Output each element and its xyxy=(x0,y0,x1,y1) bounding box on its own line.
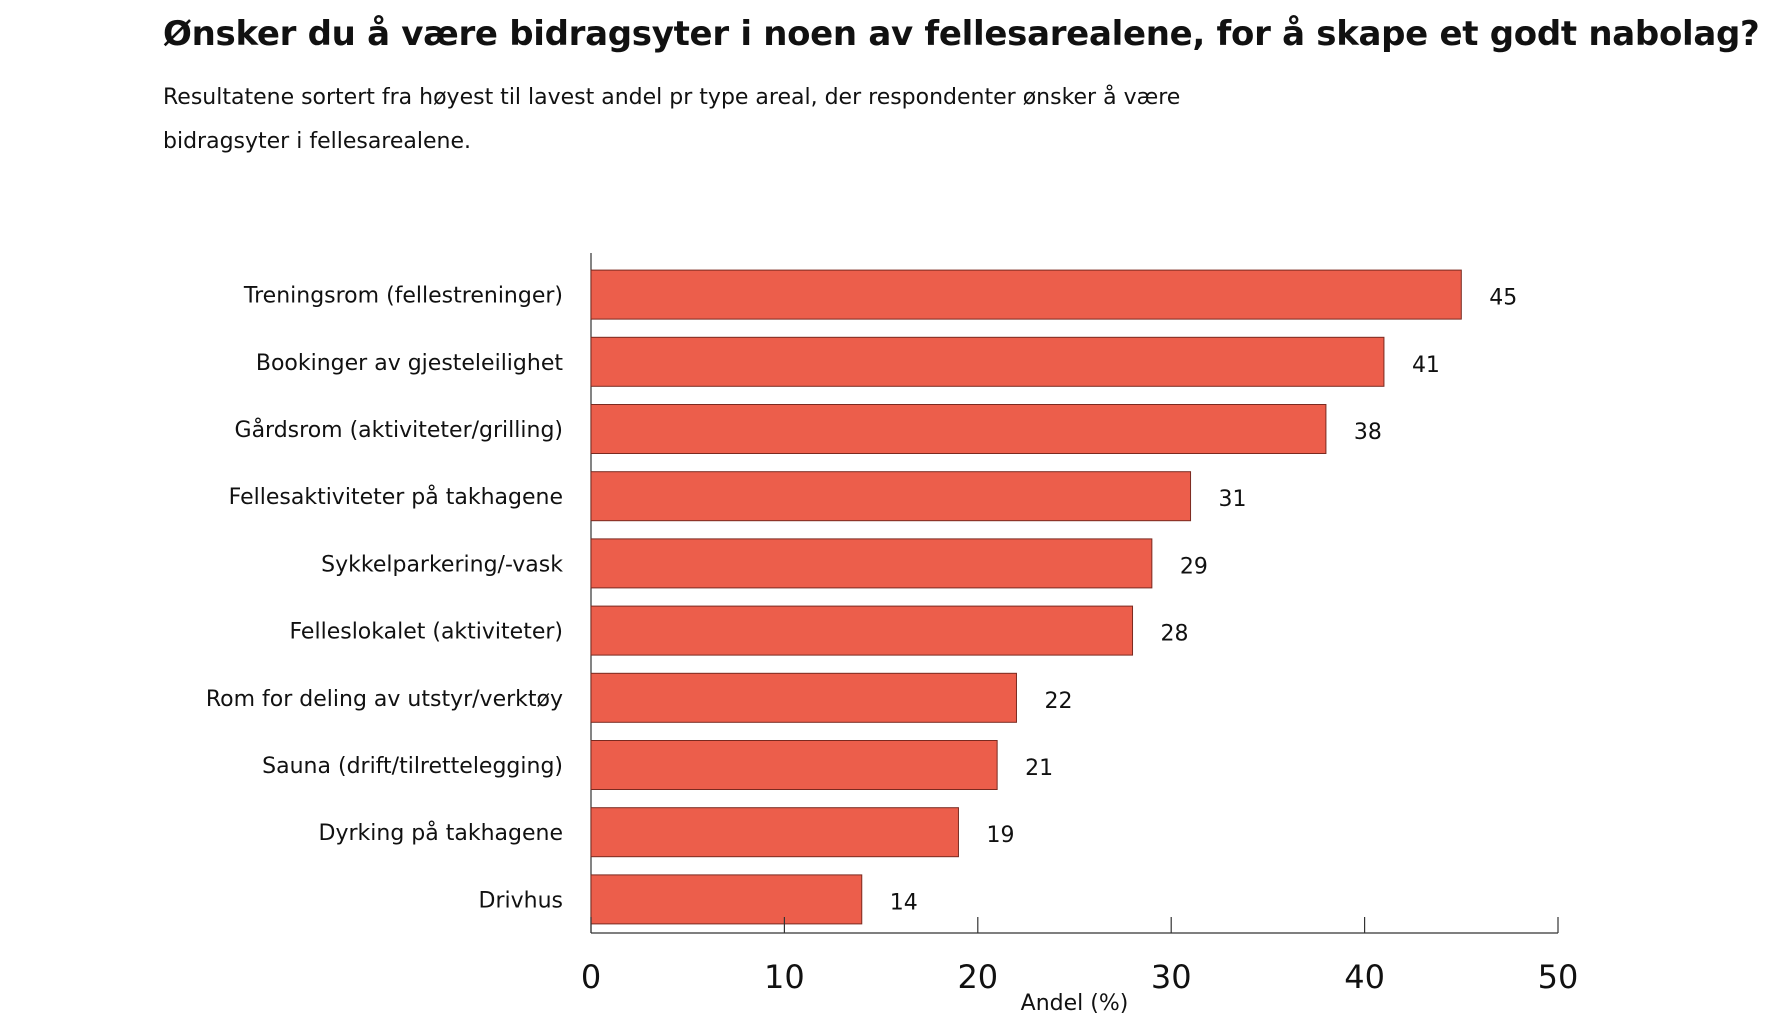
x-axis-label: Andel (%) xyxy=(1021,991,1129,1016)
bar xyxy=(590,404,1327,454)
category-label: Fellesaktiviteter på takhagene xyxy=(229,484,563,510)
category-label: Sykkelparkering/-vask xyxy=(321,552,563,577)
bar xyxy=(590,807,959,858)
value-label: 14 xyxy=(890,890,918,915)
category-label: Rom for deling av utstyr/verktøy xyxy=(206,687,563,712)
x-tick-label: 0 xyxy=(581,958,601,996)
x-tick-label: 10 xyxy=(764,958,805,996)
category-label: Dyrking på takhagene xyxy=(319,820,563,846)
x-tick-label: 20 xyxy=(957,958,998,996)
value-label: 29 xyxy=(1180,554,1208,579)
category-label: Drivhus xyxy=(479,888,563,913)
x-tick-label: 50 xyxy=(1538,958,1579,996)
value-label: 19 xyxy=(986,823,1014,848)
bar xyxy=(590,471,1192,522)
bar xyxy=(590,874,863,925)
bar xyxy=(590,605,1134,656)
chart-title: Ønsker du å være bidragsyter i noen av f… xyxy=(163,14,1760,54)
value-label: 31 xyxy=(1219,487,1247,512)
category-label: Gårdsrom (aktiviteter/grilling) xyxy=(235,417,563,443)
bar xyxy=(590,672,1017,723)
category-label: Sauna (drift/tilrettelegging) xyxy=(262,754,563,779)
bar xyxy=(590,538,1153,589)
value-label: 38 xyxy=(1354,420,1382,445)
value-label: 45 xyxy=(1489,286,1517,311)
bar xyxy=(590,740,998,790)
category-label: Treningsrom (fellestreninger) xyxy=(243,284,563,309)
value-label: 21 xyxy=(1025,756,1053,781)
value-label: 22 xyxy=(1044,689,1072,714)
value-label: 28 xyxy=(1161,622,1189,647)
chart-subtitle: Resultatene sortert fra høyest til laves… xyxy=(163,85,1181,154)
bar xyxy=(590,269,1462,320)
x-tick-label: 40 xyxy=(1344,958,1385,996)
bar xyxy=(590,336,1385,387)
category-label: Bookinger av gjesteleilighet xyxy=(256,351,564,376)
category-label: Felleslokalet (aktiviteter) xyxy=(289,620,563,645)
value-label: 41 xyxy=(1412,353,1440,378)
x-tick-label: 30 xyxy=(1151,958,1192,996)
